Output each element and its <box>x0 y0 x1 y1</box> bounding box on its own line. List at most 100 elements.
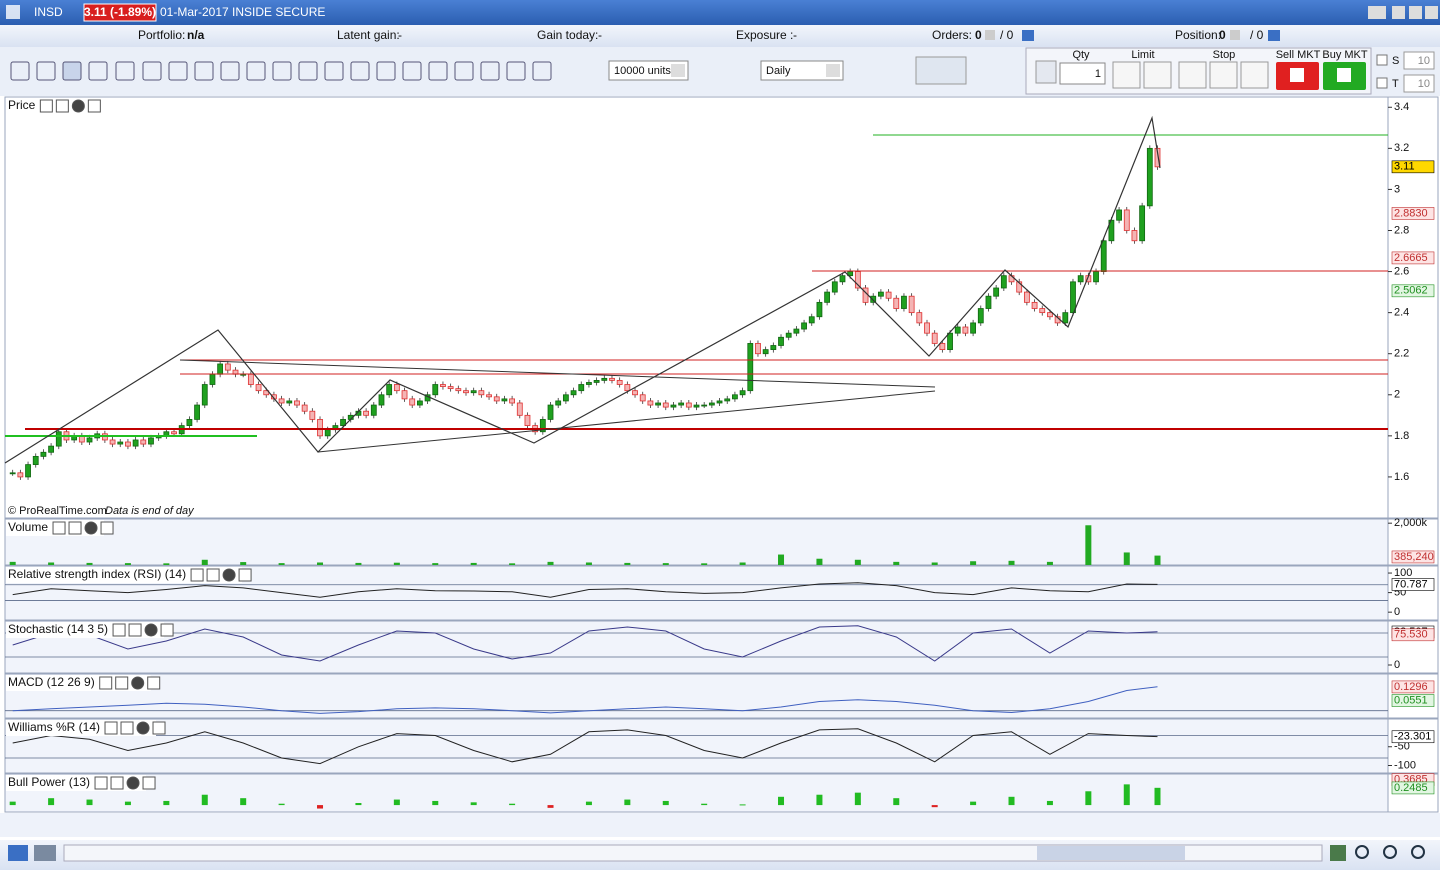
s-input[interactable] <box>1403 51 1435 70</box>
info-label: Portfolio: <box>138 28 185 42</box>
units-select[interactable] <box>608 60 689 81</box>
tool-button[interactable] <box>142 61 162 81</box>
bar <box>1046 561 1053 565</box>
panel-button[interactable] <box>84 521 98 535</box>
candle <box>432 384 439 396</box>
candle <box>662 402 669 408</box>
panel-button[interactable] <box>120 721 134 735</box>
stop-buy[interactable] <box>1178 61 1207 89</box>
panel-button[interactable] <box>206 568 220 582</box>
panel-button[interactable] <box>55 99 69 113</box>
dropdown-arrow[interactable] <box>671 64 685 77</box>
scroll-thumb[interactable] <box>1037 846 1185 860</box>
stop-sell[interactable] <box>1209 61 1238 89</box>
tool-button[interactable] <box>36 61 56 81</box>
limit-buy[interactable] <box>1112 61 1141 89</box>
candle <box>486 394 492 398</box>
minimize[interactable] <box>1392 6 1405 19</box>
panel-button[interactable] <box>144 623 158 637</box>
info-value: - <box>598 28 602 42</box>
settings-button[interactable] <box>1035 60 1057 84</box>
tool-button[interactable] <box>115 61 135 81</box>
panel-title: MACD (12 26 9) <box>8 675 95 689</box>
tool-button[interactable] <box>350 61 370 81</box>
s-checkbox[interactable] <box>1376 54 1388 66</box>
zoom-in[interactable] <box>1411 845 1425 859</box>
tool-button[interactable] <box>532 61 552 81</box>
panel-button[interactable] <box>99 676 113 690</box>
tool-button[interactable] <box>272 61 292 81</box>
scrollbar[interactable] <box>63 844 1323 862</box>
panel-button[interactable] <box>238 568 252 582</box>
panel-button[interactable] <box>190 568 204 582</box>
candle <box>985 295 992 309</box>
cancel-orders[interactable] <box>985 30 995 40</box>
window-menu[interactable] <box>1368 6 1386 19</box>
panel-button[interactable] <box>52 521 66 535</box>
candle <box>125 441 131 447</box>
panel-button[interactable] <box>147 676 161 690</box>
panel-button[interactable] <box>100 521 114 535</box>
tool-button[interactable] <box>10 61 30 81</box>
candle <box>493 396 500 402</box>
tool-button[interactable] <box>506 61 526 81</box>
panel-button[interactable] <box>68 521 82 535</box>
panel-button[interactable] <box>222 568 236 582</box>
t-checkbox[interactable] <box>1376 77 1388 89</box>
candle <box>693 404 700 408</box>
tool-button[interactable] <box>168 61 188 81</box>
data-note: Data is end of day <box>105 505 195 517</box>
panel-button[interactable] <box>131 676 145 690</box>
candle <box>578 384 585 392</box>
stop-other[interactable] <box>1240 61 1269 89</box>
candle <box>601 377 608 381</box>
tool-button[interactable] <box>480 61 500 81</box>
tool-button[interactable] <box>298 61 318 81</box>
panel-button[interactable] <box>128 623 142 637</box>
tool-button[interactable] <box>88 61 108 81</box>
panel-button[interactable] <box>39 99 53 113</box>
panel-title: Bull Power (13) <box>8 775 90 789</box>
tool-button[interactable] <box>246 61 266 81</box>
zoom-area[interactable] <box>1355 845 1369 859</box>
tool-button[interactable] <box>376 61 396 81</box>
status-icon[interactable] <box>34 845 56 861</box>
tool-button[interactable] <box>194 61 214 81</box>
tool-button[interactable] <box>220 61 240 81</box>
close[interactable] <box>1425 6 1438 19</box>
tool-button[interactable] <box>324 61 344 81</box>
tool-button[interactable] <box>454 61 474 81</box>
dropdown-arrow[interactable] <box>826 64 840 77</box>
tool-button[interactable] <box>428 61 448 81</box>
orders-icon[interactable] <box>1022 30 1034 41</box>
panel-button[interactable] <box>152 721 166 735</box>
close-position[interactable] <box>1230 30 1240 40</box>
tool-button[interactable] <box>62 61 82 81</box>
panel-button[interactable] <box>142 776 156 790</box>
maximize[interactable] <box>1409 6 1422 19</box>
panel-button[interactable] <box>126 776 140 790</box>
panel-title: Price <box>8 98 36 112</box>
panel-button[interactable] <box>94 776 108 790</box>
indicators-button[interactable] <box>915 56 967 85</box>
zoom-fit[interactable] <box>1330 845 1346 861</box>
panel-button[interactable] <box>160 623 174 637</box>
panel-button[interactable] <box>112 623 126 637</box>
panel-button[interactable] <box>110 776 124 790</box>
panel-button[interactable] <box>87 99 101 113</box>
panel-button[interactable] <box>115 676 129 690</box>
qty-input[interactable] <box>1059 62 1106 85</box>
candle <box>55 431 62 447</box>
panel-button[interactable] <box>104 721 118 735</box>
candle <box>440 384 446 387</box>
zoom-out[interactable] <box>1383 845 1397 859</box>
panel-button[interactable] <box>71 99 85 113</box>
period-select[interactable] <box>760 60 844 81</box>
panel-button[interactable] <box>136 721 150 735</box>
limit-sell[interactable] <box>1143 61 1172 89</box>
panel-background <box>4 620 1389 674</box>
t-input[interactable] <box>1403 74 1435 93</box>
tool-button[interactable] <box>402 61 422 81</box>
position-icon[interactable] <box>1268 30 1280 41</box>
status-icon[interactable] <box>8 845 28 861</box>
